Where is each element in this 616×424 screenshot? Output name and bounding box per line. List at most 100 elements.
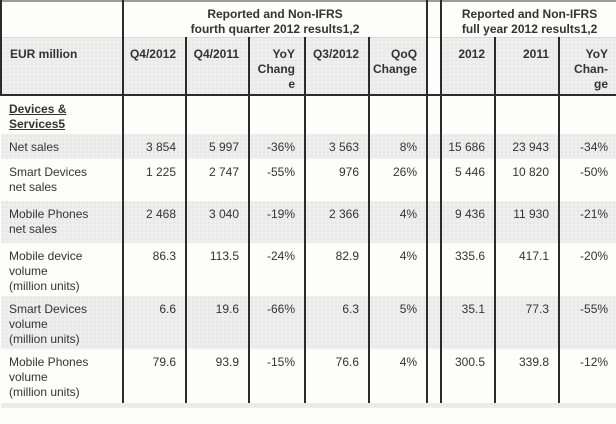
empty-cell — [186, 95, 250, 134]
section-heading-row: Devices & Services5 — [1, 95, 616, 134]
column-header: 2012 — [441, 37, 497, 96]
value-cell: -21% — [559, 201, 616, 243]
table-row: Smart Devices volume (million units) 6.6… — [1, 296, 616, 349]
value-cell: 2 468 — [123, 201, 187, 243]
table-row: Mobile Phones net sales 2 468 3 040 -19%… — [1, 201, 616, 243]
empty-cell — [369, 95, 429, 134]
gap-cell — [427, 95, 443, 134]
column-header-line: 2011 — [522, 47, 550, 61]
value-cell: 5% — [369, 296, 429, 349]
bottom-strip — [1, 403, 616, 408]
group-title-line: Reported and Non-IFRS — [461, 7, 598, 21]
gap-cell — [427, 159, 443, 201]
value-cell: -12% — [559, 349, 616, 403]
value-cell: 35.1 — [441, 296, 497, 349]
column-header-line: YoY — [585, 47, 609, 61]
column-header-line: QoQ — [391, 47, 418, 61]
row-label-line: Mobile Phones — [9, 207, 89, 221]
table-row: Net sales 3 854 5 997 -36% 3 563 8% 15 6… — [1, 134, 616, 159]
column-header: YoY Chan-ge — [559, 37, 616, 96]
column-header-line: Chan-ge — [574, 62, 609, 91]
group-title-line: Reported and Non-IFRS — [207, 7, 343, 21]
value-cell: 3 563 — [305, 134, 370, 159]
value-cell: 93.9 — [186, 349, 250, 403]
section-heading-line: Devices & — [9, 102, 67, 116]
value-cell: 23 943 — [495, 134, 561, 159]
value-cell: 4% — [369, 243, 429, 296]
column-header-line: Q4/2012 — [129, 47, 176, 61]
value-cell: 976 — [305, 159, 370, 201]
value-cell: 335.6 — [441, 243, 497, 296]
column-header-line: Q3/2012 — [312, 47, 359, 61]
column-header: Q4/2011 — [186, 37, 250, 96]
value-cell: 4% — [369, 349, 429, 403]
value-cell: 3 854 — [123, 134, 187, 159]
group-title-line: fourth quarter 2012 results1,2 — [190, 22, 360, 36]
value-cell: 76.6 — [305, 349, 370, 403]
value-cell: 11 930 — [495, 201, 561, 243]
section-heading: Devices & Services5 — [1, 95, 124, 134]
group-title-line: full year 2012 results1,2 — [461, 22, 598, 36]
group-header-quarter: Reported and Non-IFRS fourth quarter 201… — [123, 1, 429, 38]
gap-cell — [427, 134, 443, 159]
row-label: Mobile Phones volume (million units) — [1, 349, 124, 403]
value-cell: 82.9 — [305, 243, 370, 296]
row-label: Smart Devices net sales — [1, 159, 124, 201]
value-cell: -19% — [249, 201, 306, 243]
value-cell: -66% — [249, 296, 306, 349]
value-cell: 113.5 — [186, 243, 250, 296]
row-label-line: Mobile device — [9, 249, 83, 263]
table-header-row: EUR million Q4/2012 Q4/2011 YoY Change Q… — [0, 37, 616, 96]
value-cell: 1 225 — [123, 159, 187, 201]
value-cell: -55% — [249, 159, 306, 201]
value-cell: -20% — [559, 243, 616, 296]
bottom-strip-row — [1, 403, 616, 408]
column-header-line: Change — [257, 62, 295, 91]
row-label-line: (million units) — [9, 332, 80, 346]
empty-cell — [249, 95, 306, 134]
value-cell: 26% — [369, 159, 429, 201]
value-cell: 19.6 — [186, 296, 250, 349]
gap-cell — [427, 243, 443, 296]
value-cell: 79.6 — [123, 349, 187, 403]
column-header-line: Change — [373, 62, 418, 76]
gap-cell — [427, 1, 443, 38]
row-label: Smart Devices volume (million units) — [1, 296, 124, 349]
row-label-line: (million units) — [9, 385, 80, 399]
row-label-line: Smart Devices — [9, 302, 88, 316]
row-label: Mobile device volume (million units) — [1, 243, 124, 296]
table-row: Mobile Phones volume (million units) 79.… — [1, 349, 616, 403]
value-cell: -36% — [249, 134, 306, 159]
results-table: Reported and Non-IFRS fourth quarter 201… — [0, 0, 616, 408]
unit-label: EUR million — [0, 37, 124, 96]
column-header: 2011 — [495, 37, 561, 96]
value-cell: 4% — [369, 201, 429, 243]
value-cell: 2 747 — [186, 159, 250, 201]
row-label-line: net sales — [9, 222, 58, 236]
value-cell: -34% — [559, 134, 616, 159]
empty-cell — [559, 95, 616, 134]
section-heading-line: Services5 — [9, 117, 66, 131]
row-label: Mobile Phones net sales — [1, 201, 124, 243]
empty-cell — [123, 95, 187, 134]
gap-cell — [427, 349, 443, 403]
value-cell: 2 366 — [305, 201, 370, 243]
column-header: Q4/2012 — [123, 37, 187, 96]
value-cell: 77.3 — [495, 296, 561, 349]
gap-cell — [427, 201, 443, 243]
row-label-line: Smart Devices — [9, 165, 88, 179]
row-label: Net sales — [1, 134, 124, 159]
value-cell: -50% — [559, 159, 616, 201]
value-cell: 5 446 — [441, 159, 497, 201]
value-cell: 10 820 — [495, 159, 561, 201]
corner-cell — [0, 1, 124, 38]
row-label-line: Mobile Phones — [9, 355, 89, 369]
value-cell: 417.1 — [495, 243, 561, 296]
row-label-line: volume — [9, 370, 48, 384]
value-cell: -15% — [249, 349, 306, 403]
value-cell: 3 040 — [186, 201, 250, 243]
gap-cell — [427, 37, 443, 96]
value-cell: -55% — [559, 296, 616, 349]
column-header: QoQ Change — [369, 37, 429, 96]
value-cell: 6.3 — [305, 296, 370, 349]
